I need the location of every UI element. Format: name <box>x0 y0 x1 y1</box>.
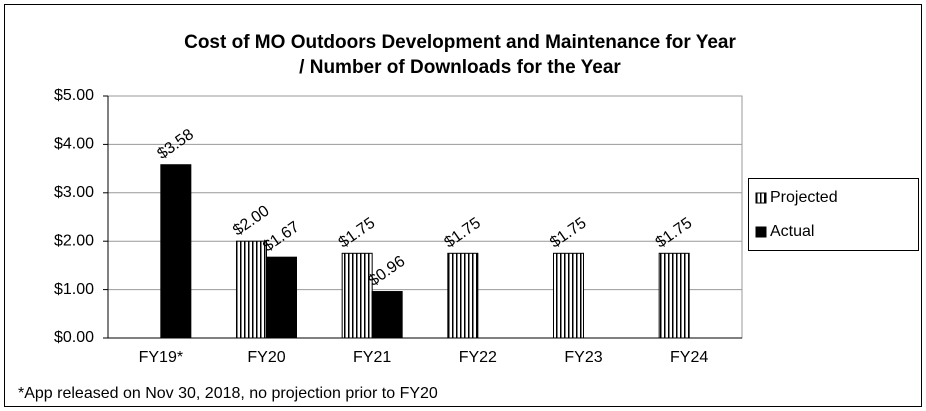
bar <box>341 252 373 339</box>
y-tick-label: $2.00 <box>54 232 94 249</box>
footnote: *App released on Nov 30, 2018, no projec… <box>18 385 438 402</box>
x-tick-label: FY24 <box>670 349 708 366</box>
y-tick-label: $5.00 <box>54 87 94 104</box>
bar <box>160 164 192 339</box>
y-tick-label: $4.00 <box>54 136 94 153</box>
y-tick-label: $1.00 <box>54 281 94 298</box>
bar <box>266 256 297 339</box>
legend-box <box>748 178 919 251</box>
y-tick-label: $0.00 <box>54 329 94 346</box>
chart-title: Cost of MO Outdoors Development and Main… <box>184 32 736 78</box>
legend-label: Actual <box>770 223 814 240</box>
x-tick-label: FY23 <box>564 349 602 366</box>
legend-swatch <box>755 226 767 238</box>
x-tick-label: FY20 <box>247 349 285 366</box>
bar <box>447 252 479 339</box>
y-tick-label: $3.00 <box>54 184 94 201</box>
bar <box>553 252 584 339</box>
plot-area <box>107 95 743 339</box>
x-tick-label: FY21 <box>353 349 391 366</box>
x-tick-label: FY22 <box>459 349 497 366</box>
bar <box>658 252 690 339</box>
bar <box>236 240 267 339</box>
x-tick-label: FY19* <box>139 349 183 366</box>
bar <box>371 291 403 339</box>
legend-swatch <box>755 192 767 204</box>
legend-label: Projected <box>770 189 838 206</box>
